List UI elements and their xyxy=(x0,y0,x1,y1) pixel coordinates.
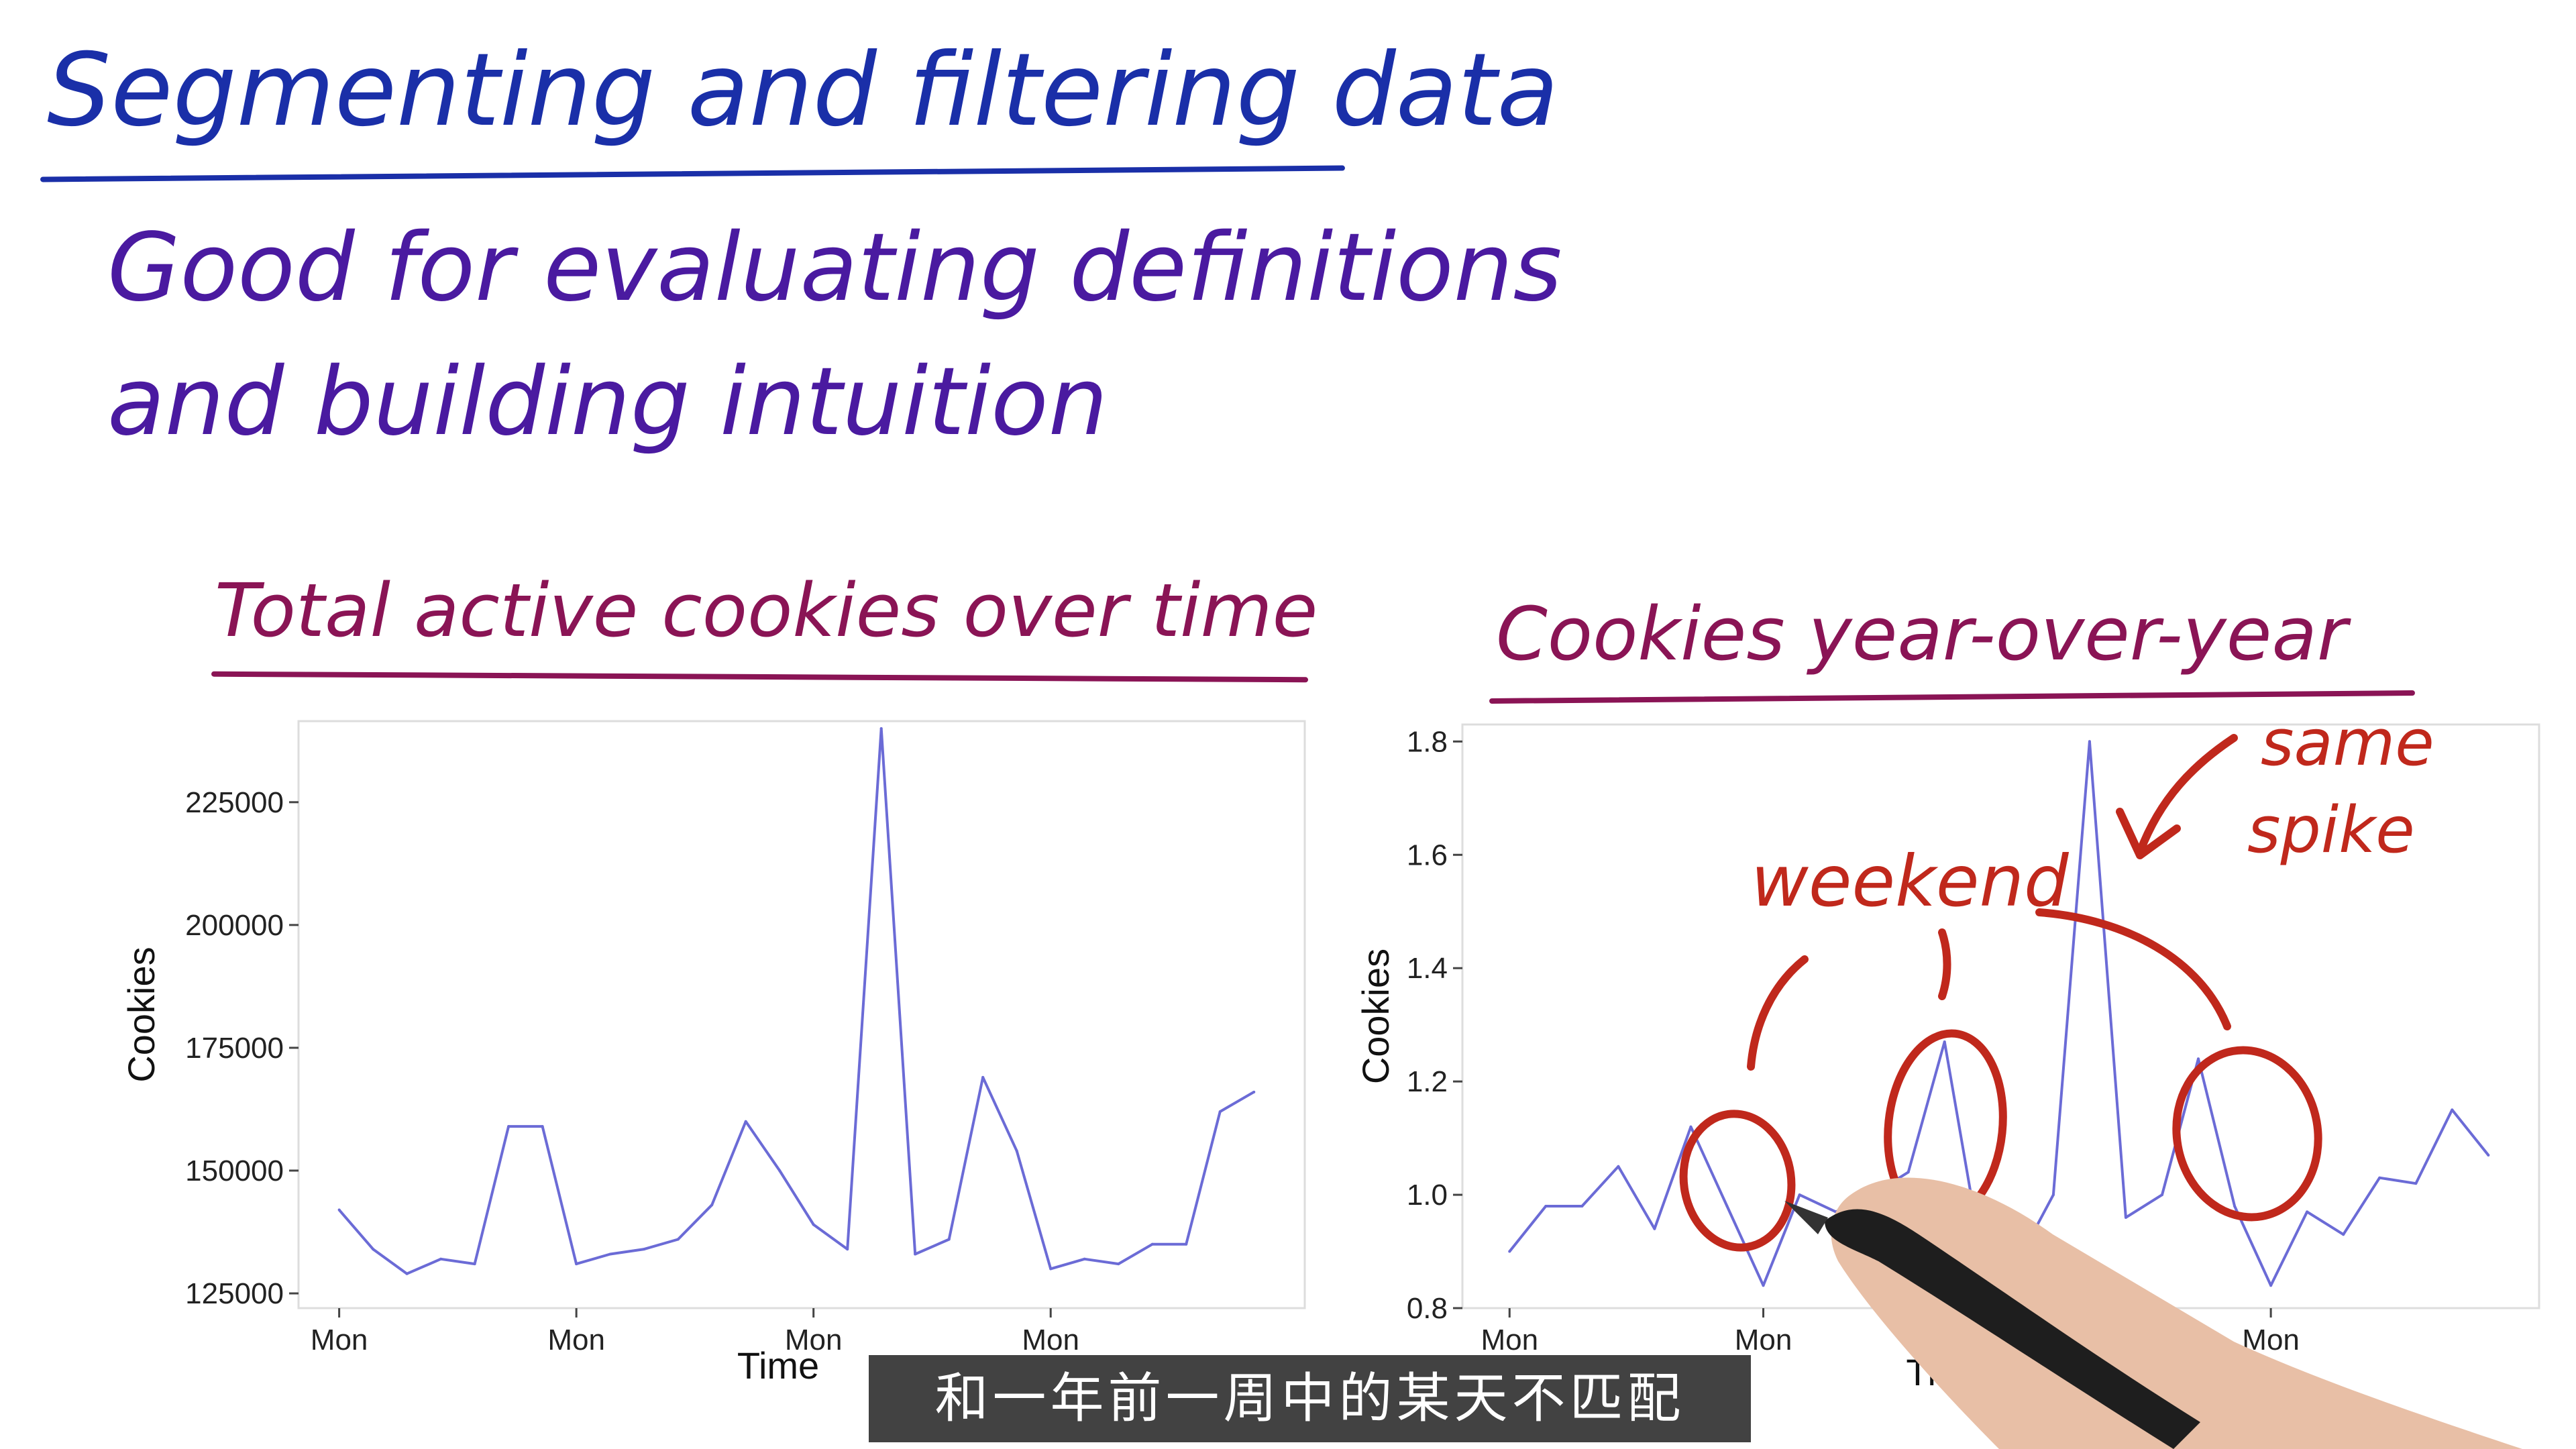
subtitle-line-1: Good for evaluating definitions xyxy=(107,213,1562,323)
chart-right-data-point xyxy=(1943,1040,1946,1044)
chart-left-data-point xyxy=(1015,1149,1018,1152)
chart-right-y-tick-label: 0.8 xyxy=(1407,1292,1448,1325)
chart-left-x-tick-label: Mon xyxy=(311,1324,368,1356)
chart-right-data-point xyxy=(1544,1204,1548,1208)
chart-right-data-point xyxy=(1762,1284,1765,1287)
hand-icon xyxy=(1831,1177,2522,1449)
chart-right-y-tick-label: 1.8 xyxy=(1407,725,1448,758)
pen-icon xyxy=(1825,1209,2200,1449)
chart-left-data-point xyxy=(337,1208,341,1212)
chart-right-data-point xyxy=(2487,1153,2490,1157)
annotation-same: same xyxy=(2261,706,2434,780)
chart-right-data-point xyxy=(2451,1108,2454,1112)
main-title: Segmenting and filtering data xyxy=(47,32,1559,149)
chart-left-x-tick-label: Mon xyxy=(785,1324,843,1356)
chart-right-data-point xyxy=(1798,1193,1801,1197)
chart-right-x-tick-label: Mon xyxy=(1481,1324,1538,1356)
chart-left-data-point xyxy=(1083,1257,1086,1260)
chart-left-panel-border xyxy=(297,720,1306,1309)
chart-right-data-point xyxy=(2342,1233,2345,1236)
chart-left-y-tick-label: 125000 xyxy=(185,1277,284,1310)
pen-tip-icon xyxy=(1784,1201,1828,1234)
circle-weekend-1 xyxy=(1679,1110,1796,1252)
chart-left-data-point xyxy=(1218,1110,1222,1114)
chart-right-data-point xyxy=(1508,1250,1511,1253)
chart-right-data-point xyxy=(2124,1216,2127,1219)
chart-right-data-point xyxy=(1617,1165,1620,1168)
chart-left-x-tick-label: Mon xyxy=(547,1324,605,1356)
chart-left-data-point xyxy=(744,1120,747,1123)
subtitle-line-2: and building intuition xyxy=(107,347,1108,457)
chart-left-data-point xyxy=(1049,1267,1053,1271)
chart-right-data-point xyxy=(2378,1176,2381,1179)
chart-right-data-point xyxy=(2051,1193,2055,1197)
chart-right-y-tick-label: 1.2 xyxy=(1407,1065,1448,1098)
chart-left-y-tick-label: 150000 xyxy=(185,1155,284,1187)
chart-right-data-point xyxy=(1907,1171,1910,1174)
chart-left-y-tick-label: 200000 xyxy=(185,909,284,942)
chart-right-data-point xyxy=(2269,1284,2273,1287)
chart-right-data-point xyxy=(2414,1182,2418,1185)
chart-right-data-point xyxy=(1689,1125,1693,1128)
chart-left-data-point xyxy=(405,1272,409,1275)
chart-right-data-point xyxy=(2233,1204,2237,1208)
chart-left-data-point xyxy=(981,1075,985,1079)
chart-left-data-point xyxy=(812,1223,815,1226)
chart-left-data-point xyxy=(778,1169,782,1172)
chart-left-y-axis-label: Cookies xyxy=(120,947,162,1082)
chart-left-data-point xyxy=(846,1248,849,1251)
chart-right-y-tick-label: 1.4 xyxy=(1407,952,1448,985)
chart-left-x-axis-label: Time xyxy=(737,1344,819,1387)
chart-left-y-tick-label: 225000 xyxy=(185,786,284,819)
chart-right-y-axis-label: Cookies xyxy=(1354,949,1397,1084)
chart-left-x-tick-label: Mon xyxy=(1022,1324,1079,1356)
arrow-to-spike xyxy=(2136,734,2238,856)
bracket-left xyxy=(1747,955,1809,1071)
bracket-right xyxy=(2035,908,2231,1030)
chart-right-title: Cookies year-over-year xyxy=(1496,591,2348,677)
chart-left-data-point xyxy=(575,1263,578,1266)
chart-left-data-point xyxy=(643,1248,646,1251)
chart-right-data-point xyxy=(1653,1227,1656,1230)
chart-left-data-point xyxy=(1150,1242,1154,1246)
chart-left-data-point xyxy=(1252,1090,1256,1093)
chart-right-data-point xyxy=(2306,1210,2309,1214)
circle-weekend-3 xyxy=(2172,1046,2322,1222)
chart-right-y-tick-label: 1.6 xyxy=(1407,839,1448,871)
chart-left-data-point xyxy=(473,1263,476,1266)
chart-left-data-point xyxy=(608,1252,612,1256)
chart-left-data-point xyxy=(1185,1242,1188,1246)
chart-left-series-line xyxy=(338,727,1255,1275)
chart-left-data-point xyxy=(914,1252,917,1256)
bracket-middle xyxy=(1938,928,1951,1000)
chart-right-data-point xyxy=(2088,740,2091,743)
chart-right-data-point xyxy=(1725,1204,1729,1208)
chart-right-data-point xyxy=(1580,1204,1584,1208)
chart-left-data-point xyxy=(541,1125,544,1128)
chart-left-data-point xyxy=(372,1248,375,1251)
chart-right-data-point xyxy=(2160,1193,2163,1197)
annotation-spike: spike xyxy=(2247,794,2415,867)
chart-right-y-tick-label: 1.0 xyxy=(1407,1179,1448,1212)
chart-left-data-point xyxy=(1117,1263,1120,1266)
chart-left-data-point xyxy=(710,1203,714,1207)
subtitle-caption: 和一年前一周中的某天不匹配 xyxy=(869,1355,1751,1442)
chart-right-data-point xyxy=(2197,1057,2200,1061)
chart-left-data-point xyxy=(947,1238,951,1241)
chart-left-data-point xyxy=(507,1125,511,1128)
chart-left-data-point xyxy=(676,1238,680,1241)
chart-right-x-tick-label: Mon xyxy=(1735,1324,1792,1356)
chart-left-y-tick-label: 175000 xyxy=(185,1032,284,1065)
chart-left-data-point xyxy=(879,727,883,730)
chart-left-data-point xyxy=(439,1257,443,1260)
chart-left-title: Total active cookies over time xyxy=(215,568,1318,653)
annotation-weekend: weekend xyxy=(1751,841,2070,922)
arrowhead-to-spike xyxy=(2116,808,2181,859)
